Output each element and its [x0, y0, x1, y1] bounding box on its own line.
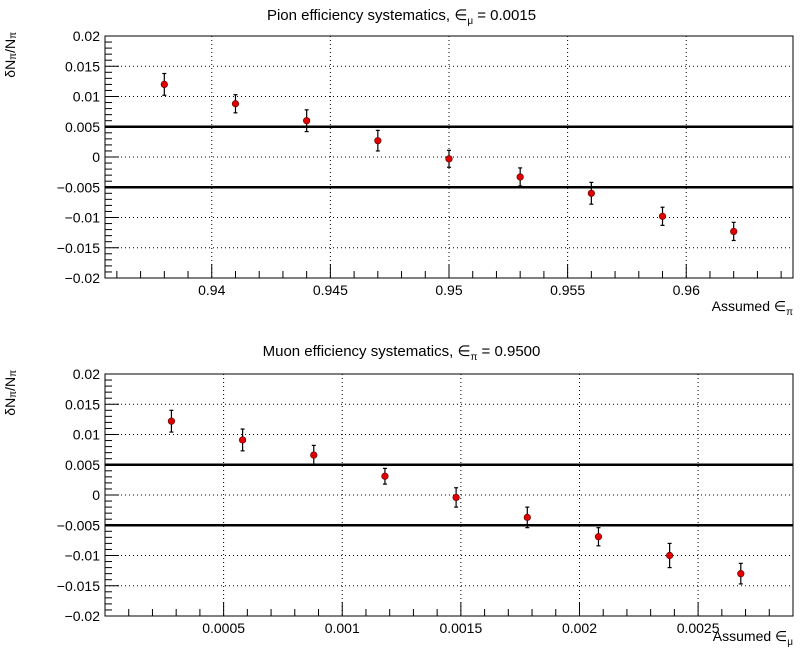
pion-y-tick-label: 0	[92, 149, 100, 165]
muon-y-tick-label: 0.01	[73, 427, 100, 443]
muon-title-symbol: ∈	[457, 343, 471, 360]
muon-title-value: = 0.9500	[477, 343, 541, 360]
pion-data-point	[516, 173, 524, 181]
muon-x-tick-label: 0.002	[562, 620, 597, 636]
pion-title-text: Pion efficiency systematics,	[266, 7, 455, 24]
pion-title-value: = 0.0015	[473, 7, 537, 24]
muon-chart-title: Muon efficiency systematics, ∈π = 0.9500	[0, 342, 803, 363]
muon-y-tick-label: 0	[92, 487, 100, 503]
pion-x-tick-label: 0.94	[198, 282, 225, 298]
pion-data-point	[374, 137, 382, 145]
muon-xlabel-symbol: ∈	[775, 628, 788, 644]
muon-y-tick-label: 0.015	[65, 396, 100, 412]
pion-y-tick-label: 0.02	[73, 28, 100, 44]
pion-x-tick-label: 0.95	[435, 282, 462, 298]
pion-y-tick-label: 0.005	[65, 119, 100, 135]
muon-x-tick-label: 0.0015	[439, 620, 482, 636]
pion-y-tick-label: 0.015	[65, 58, 100, 74]
pion-y-tick-label: −0.005	[57, 179, 100, 195]
pion-title-symbol: ∈	[454, 7, 468, 24]
muon-data-point	[666, 551, 674, 560]
muon-xlabel-sub: μ	[787, 636, 793, 648]
pion-data-point	[160, 80, 168, 88]
muon-x-tick-label: 0.0005	[202, 620, 245, 636]
muon-x-axis-label: Assumed ∈μ	[713, 628, 793, 648]
pion-y-tick-label: −0.01	[65, 210, 101, 226]
pion-x-tick-label: 0.96	[673, 282, 700, 298]
pion-panel: Pion efficiency systematics, ∈μ = 0.0015…	[0, 0, 803, 326]
pion-chart-title: Pion efficiency systematics, ∈μ = 0.0015	[0, 6, 803, 27]
muon-x-tick-label: 0.001	[325, 620, 360, 636]
pion-x-tick-label: 0.955	[550, 282, 585, 298]
pion-y-tick-label: 0.01	[73, 89, 100, 105]
muon-data-point	[381, 472, 389, 480]
muon-plot-frame	[104, 373, 794, 617]
muon-y-tick-label: −0.015	[57, 578, 100, 594]
pion-y-tick-label: −0.015	[57, 240, 100, 256]
muon-title-sub: π	[470, 352, 478, 363]
pion-xlabel-text: Assumed	[711, 298, 774, 314]
muon-data-point	[310, 451, 318, 459]
muon-data-point	[737, 570, 745, 578]
muon-data-point	[452, 493, 460, 502]
muon-y-tick-label: 0.02	[73, 366, 100, 382]
pion-plot-area: −0.02 −0.015 −0.01 −0.005 0 0.005 0.01 0.015 0.0…	[57, 28, 794, 298]
pion-data-point	[587, 189, 595, 197]
muon-y-tick-label: 0.005	[65, 457, 100, 473]
muon-xlabel-text: Assumed	[712, 628, 776, 644]
pion-data-point	[303, 117, 311, 125]
pion-data-point	[730, 227, 738, 236]
pion-data-point	[231, 100, 240, 108]
pion-y-tick-label: −0.02	[65, 270, 101, 286]
pion-x-axis-label: Assumed ∈π	[712, 298, 793, 318]
muon-data-point	[239, 436, 247, 444]
pion-data-point	[658, 212, 667, 220]
muon-panel: Muon efficiency systematics, ∈π = 0.9500…	[0, 326, 803, 653]
muon-title-text: Muon efficiency systematics,	[262, 343, 458, 360]
muon-y-tick-label: −0.01	[65, 548, 101, 564]
muon-y-tick-label: −0.005	[57, 517, 100, 533]
muon-y-tick-label: −0.02	[65, 608, 101, 624]
muon-data-point	[594, 533, 603, 541]
pion-xlabel-symbol: ∈	[773, 298, 787, 314]
muon-data-point	[523, 513, 531, 521]
pion-data-point	[445, 155, 453, 163]
pion-xlabel-sub: π	[786, 306, 793, 318]
muon-data-point	[167, 417, 176, 425]
pion-title-sub: μ	[467, 16, 474, 27]
muon-x-tick-label: 0.0025	[677, 620, 720, 636]
pion-x-tick-label: 0.945	[313, 282, 348, 298]
muon-plot-area: −0.02 −0.015 −0.01 −0.005 0 0.005 0.01 0.015 0.0…	[57, 366, 794, 636]
pion-plot-frame	[104, 35, 794, 279]
